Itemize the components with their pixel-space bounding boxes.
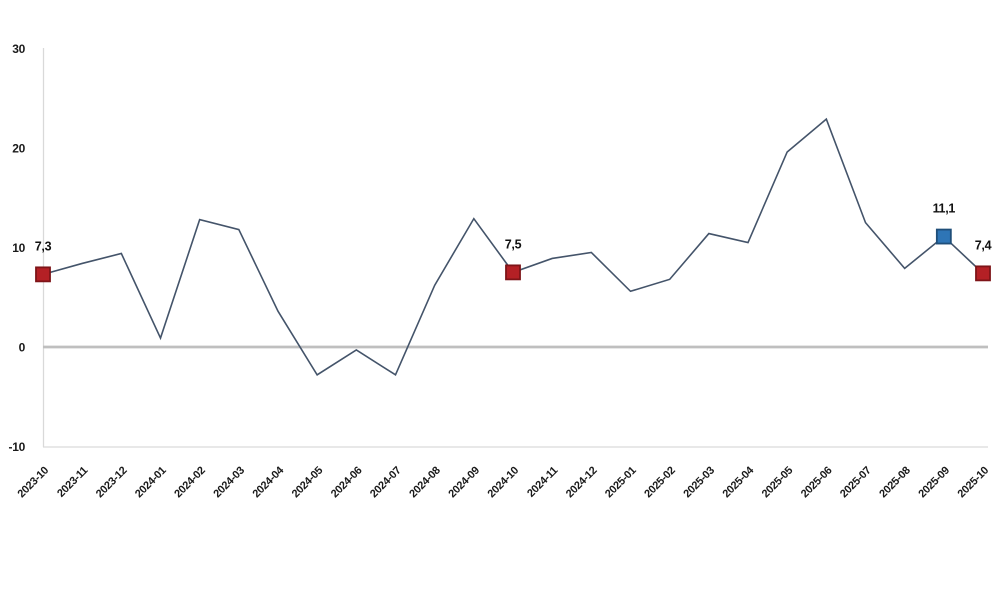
x-axis-tick-label: 2024-11 xyxy=(525,465,560,500)
x-axis-tick-label: 2025-08 xyxy=(877,465,913,501)
x-axis-tick-label: 2023-11 xyxy=(55,465,90,500)
highlight-marker-2024-10 xyxy=(505,264,521,281)
x-axis-tick-label: 2024-08 xyxy=(407,465,443,501)
x-axis-tick-label: 2024-04 xyxy=(251,464,287,500)
x-axis-tick-label: 2025-09 xyxy=(916,465,952,501)
x-axis-tick-label: 2024-09 xyxy=(446,465,482,501)
highlight-marker-2025-09 xyxy=(935,228,952,245)
x-axis-tick-label: 2025-06 xyxy=(799,465,835,501)
x-axis-tick-label: 2025-03 xyxy=(681,465,717,501)
x-axis-tick-label: 2025-01 xyxy=(603,465,639,501)
data-point-label-2025-09: 11,1 xyxy=(933,202,956,216)
data-point-label-2023-10: 7,3 xyxy=(35,239,52,253)
x-axis-tick-label: 2023-10 xyxy=(16,465,52,501)
y-axis-tick-label: 20 xyxy=(12,142,25,156)
x-axis-tick-label: 2024-03 xyxy=(211,465,247,501)
x-axis-tick-label: 2024-05 xyxy=(290,465,326,501)
y-axis-tick-label: 0 xyxy=(19,341,26,355)
x-axis-tick-label: 2025-04 xyxy=(721,464,757,500)
x-axis-tick-label: 2024-10 xyxy=(486,465,522,501)
x-axis-tick-label: 2025-10 xyxy=(956,465,992,501)
data-point-label-2024-10: 7,5 xyxy=(505,237,522,251)
highlight-marker-2023-10 xyxy=(35,266,51,283)
y-axis-tick-label: -10 xyxy=(9,440,26,454)
highlight-marker-2025-10 xyxy=(975,265,991,282)
x-axis-tick-label: 2025-05 xyxy=(760,465,796,501)
x-axis-tick-label: 2024-12 xyxy=(564,465,600,501)
y-axis-tick-label: 30 xyxy=(12,42,25,56)
x-axis-tick-label: 2025-02 xyxy=(642,465,678,501)
x-axis-tick-label: 2024-02 xyxy=(172,465,208,501)
x-axis-tick-label: 2023-12 xyxy=(94,465,130,501)
x-axis-tick-label: 2025-07 xyxy=(838,465,874,501)
data-point-label-2025-10: 7,4 xyxy=(975,238,992,252)
x-axis-tick-label: 2024-06 xyxy=(329,465,365,501)
x-axis-tick-label: 2024-01 xyxy=(133,465,169,501)
y-axis-tick-label: 10 xyxy=(12,241,25,255)
x-axis-tick-label: 2024-07 xyxy=(368,465,404,501)
